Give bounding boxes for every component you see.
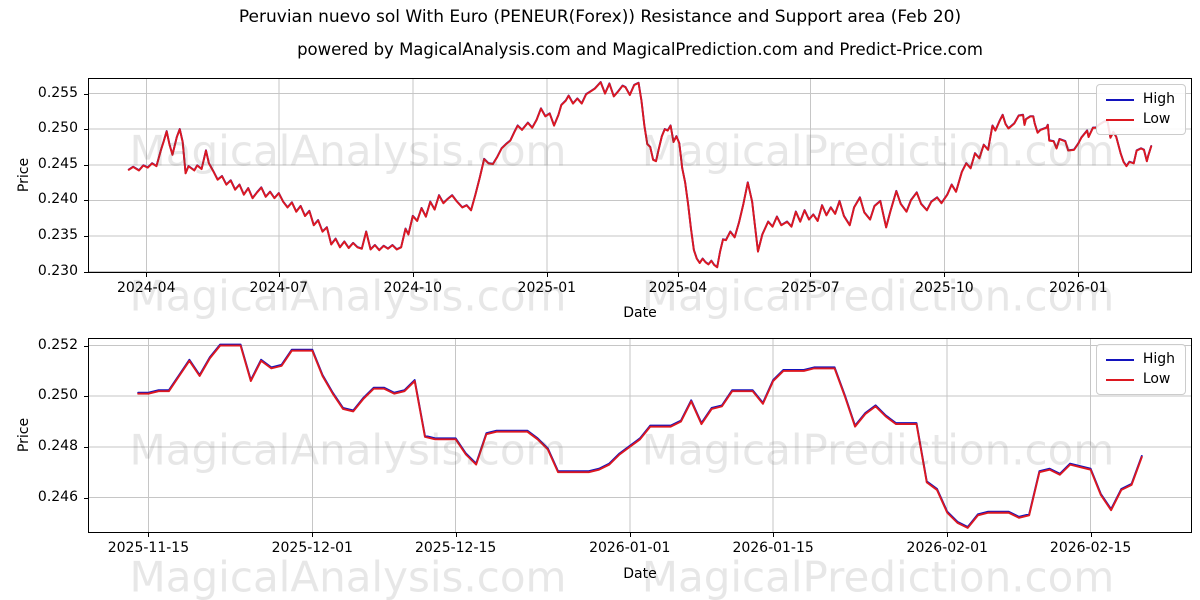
x-tick-mark bbox=[944, 273, 946, 277]
legend-entry-low: Low bbox=[1105, 371, 1175, 387]
x-tick-mark bbox=[278, 273, 280, 277]
top-plot-border bbox=[88, 78, 1192, 273]
x-tick-label: 2024-04 bbox=[117, 280, 176, 296]
bottom-plot-border bbox=[88, 338, 1192, 533]
watermark-analysis: MagicalAnalysis.com bbox=[129, 552, 567, 600]
x-tick-label: 2026-02-15 bbox=[1049, 540, 1132, 556]
x-tick-mark bbox=[455, 533, 457, 537]
bottom-high-series-line bbox=[137, 343, 1143, 528]
x-tick-label: 2026-02-01 bbox=[906, 540, 988, 556]
legend-label-low: Low bbox=[1142, 371, 1171, 387]
x-tick-label: 2025-11-15 bbox=[107, 540, 190, 556]
top-chart-plot-area bbox=[88, 78, 1192, 273]
x-tick-mark bbox=[1090, 533, 1092, 537]
high-line-swatch-icon bbox=[1105, 98, 1134, 101]
x-tick-label: 2025-10 bbox=[915, 280, 974, 296]
x-tick-mark bbox=[947, 533, 949, 537]
legend-entry-low: Low bbox=[1105, 111, 1175, 127]
y-tick-label: 0.240 bbox=[37, 191, 78, 208]
y-tick-label: 0.245 bbox=[37, 155, 78, 172]
y-tick-mark bbox=[84, 164, 88, 166]
legend-entry-high: High bbox=[1105, 351, 1175, 367]
y-tick-mark bbox=[84, 271, 88, 273]
y-tick-mark bbox=[84, 345, 88, 347]
x-tick-label: 2025-01 bbox=[517, 280, 577, 296]
x-tick-mark bbox=[312, 533, 314, 537]
figure-subtitle: powered by MagicalAnalysis.com and Magic… bbox=[297, 40, 983, 59]
y-tick-mark bbox=[84, 446, 88, 448]
high-line-swatch-icon bbox=[1105, 358, 1134, 361]
x-tick-mark bbox=[677, 273, 679, 277]
x-tick-mark bbox=[148, 533, 150, 537]
y-tick-mark bbox=[84, 497, 88, 499]
legend-label-high: High bbox=[1142, 91, 1175, 107]
x-tick-label: 2025-12-15 bbox=[414, 540, 497, 556]
x-tick-label: 2024-07 bbox=[249, 280, 309, 296]
top-chart-legend: High Low bbox=[1095, 84, 1186, 135]
x-tick-label: 2024-10 bbox=[383, 280, 443, 296]
watermark-prediction: MagicalPrediction.com bbox=[641, 271, 1115, 321]
x-tick-mark bbox=[146, 273, 148, 277]
watermark-prediction: MagicalPrediction.com bbox=[641, 552, 1115, 600]
x-tick-label: 2026-01 bbox=[1049, 280, 1108, 296]
x-tick-mark bbox=[546, 273, 548, 277]
x-tick-label: 2025-07 bbox=[781, 280, 840, 296]
bottom-chart-x-axis-label: Date bbox=[623, 566, 657, 582]
bottom-low-series-line bbox=[137, 344, 1143, 529]
x-tick-label: 2025-04 bbox=[648, 280, 708, 296]
y-tick-mark bbox=[84, 235, 88, 237]
y-tick-label: 0.248 bbox=[37, 437, 78, 454]
y-tick-mark bbox=[84, 200, 88, 202]
y-tick-label: 0.250 bbox=[37, 120, 78, 137]
x-tick-mark bbox=[810, 273, 812, 277]
legend-entry-high: High bbox=[1105, 91, 1175, 107]
x-tick-label: 2026-01-01 bbox=[589, 540, 671, 556]
bottom-chart-plot-area bbox=[88, 338, 1192, 533]
y-tick-label: 0.255 bbox=[37, 84, 78, 101]
y-tick-mark bbox=[84, 93, 88, 95]
y-tick-label: 0.250 bbox=[37, 387, 78, 404]
top-low-series-line bbox=[127, 81, 1153, 269]
x-tick-mark bbox=[629, 533, 631, 537]
y-tick-label: 0.246 bbox=[37, 488, 78, 505]
x-tick-mark bbox=[412, 273, 414, 277]
x-tick-mark bbox=[1078, 273, 1080, 277]
low-line-swatch-icon bbox=[1105, 118, 1134, 121]
bottom-chart-legend: High Low bbox=[1095, 344, 1186, 395]
figure-title: Peruvian nuevo sol With Euro (PENEUR(For… bbox=[238, 7, 962, 27]
y-tick-label: 0.252 bbox=[37, 336, 78, 353]
legend-label-low: Low bbox=[1142, 111, 1171, 127]
y-tick-label: 0.235 bbox=[37, 226, 78, 243]
watermark-analysis: MagicalAnalysis.com bbox=[129, 271, 567, 321]
top-high-series-line bbox=[127, 81, 1153, 268]
x-tick-mark bbox=[773, 533, 775, 537]
low-line-swatch-icon bbox=[1105, 378, 1134, 381]
legend-label-high: High bbox=[1142, 351, 1175, 367]
y-tick-label: 0.230 bbox=[37, 262, 78, 279]
y-tick-mark bbox=[84, 396, 88, 398]
x-tick-label: 2026-01-15 bbox=[732, 540, 814, 556]
y-tick-mark bbox=[84, 129, 88, 131]
x-tick-label: 2025-12-01 bbox=[271, 540, 353, 556]
top-chart-x-axis-label: Date bbox=[623, 305, 657, 321]
